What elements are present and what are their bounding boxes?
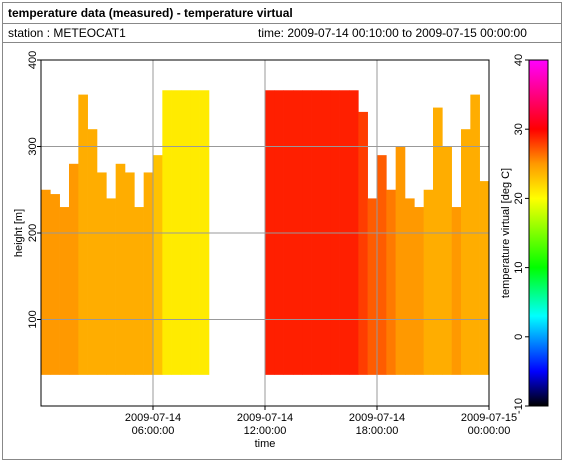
heat-cell xyxy=(134,207,144,375)
y-tick-label: 300 xyxy=(27,137,39,155)
heat-cell xyxy=(395,146,406,375)
heat-cell xyxy=(59,207,70,375)
heat-cell xyxy=(470,94,480,375)
heat-cell xyxy=(405,198,415,375)
heat-cell xyxy=(479,181,490,375)
heat-cell xyxy=(87,129,98,375)
colorbar-tick-label: -10 xyxy=(513,398,525,414)
heat-cell xyxy=(358,111,368,375)
heat-cell xyxy=(461,129,471,375)
heat-cell xyxy=(143,172,154,375)
x-axis-label: time xyxy=(255,438,276,450)
y-tick-label: 100 xyxy=(27,310,39,328)
heat-cell xyxy=(414,207,424,375)
heat-cell xyxy=(106,198,116,375)
heat-cell xyxy=(386,189,396,375)
station: station : METEOCAT1 xyxy=(8,26,126,40)
info-bar xyxy=(2,23,562,43)
heat-cell xyxy=(367,198,378,375)
heat-cell xyxy=(115,163,126,375)
heat-cell xyxy=(97,172,107,375)
heat-cell xyxy=(41,189,51,375)
heat-cell xyxy=(451,207,462,375)
heat-cell xyxy=(50,194,60,375)
heat-cell xyxy=(78,94,88,375)
heat-cell xyxy=(423,189,434,375)
x-tick-label: 2009-07-14 06:00:00 xyxy=(124,412,182,437)
x-tick-label: 2009-07-14 18:00:00 xyxy=(348,412,406,437)
plot-border xyxy=(40,59,490,407)
time-range: time: 2009-07-14 00:10:00 to 2009-07-15 … xyxy=(258,26,527,40)
y-tick-label: 400 xyxy=(27,51,39,69)
colorbar-tick-label: 40 xyxy=(513,54,525,66)
heat-cell xyxy=(125,172,135,375)
colorbar-tick-label: 0 xyxy=(513,334,525,340)
y-axis-label: height [m] xyxy=(13,209,25,257)
colorbar-tick-label: 20 xyxy=(513,192,525,204)
x-tick-label: 2009-07-15 00:00:00 xyxy=(460,412,518,437)
title: temperature data (measured) - temperatur… xyxy=(8,6,293,20)
colorbar-tick-label: 30 xyxy=(513,123,525,135)
heat-cell xyxy=(377,155,387,375)
x-tick-label: 2009-07-14 12:00:00 xyxy=(236,412,294,437)
colorbar-label: temperature virtual [deg C] xyxy=(500,168,512,298)
y-tick-label: 200 xyxy=(27,224,39,242)
heat-cell xyxy=(433,107,443,375)
heat-cell xyxy=(69,163,79,375)
colorbar-tick-label: 10 xyxy=(513,261,525,273)
heat-cell xyxy=(442,146,452,375)
heat-cell xyxy=(153,155,163,375)
colorbar xyxy=(528,59,549,407)
